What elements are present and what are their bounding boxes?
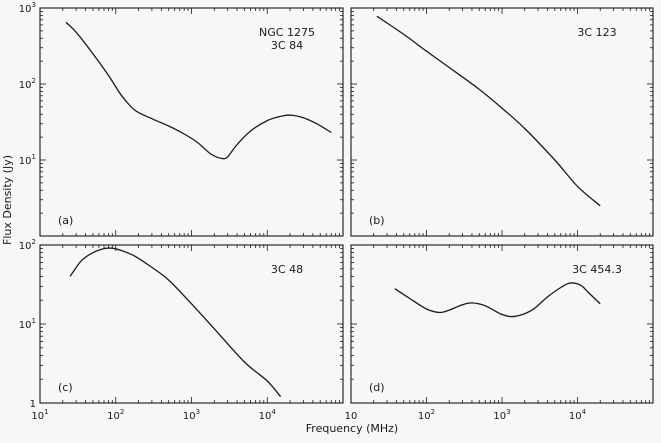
y-axis-label: Flux Density (Jy) (1, 155, 14, 245)
x-tick-label: 104 (259, 408, 277, 422)
x-tick-label: 10 (345, 411, 358, 422)
y-tick-label: 103 (19, 1, 36, 15)
spectrum-line (65, 21, 332, 160)
spectrum-line (69, 247, 282, 398)
y-tick-label: 101 (19, 317, 36, 331)
x-tick-label: 104 (569, 408, 587, 422)
spectrum-line (394, 282, 601, 318)
x-tick-label: 102 (107, 408, 124, 422)
source-label: 3C 123 (577, 26, 616, 39)
y-tick-label: 101 (19, 153, 36, 167)
panel-d: 10 102 103 104 (d) 3C 454.3 (345, 244, 654, 422)
panel-label: (b) (369, 214, 385, 227)
x-tick-label: 103 (493, 408, 510, 422)
source-label: 3C 48 (271, 263, 303, 276)
source-label: 3C 454.3 (572, 263, 622, 276)
spectrum-line (376, 15, 601, 207)
y-tick-label: 102 (19, 77, 36, 91)
x-tick-label: 101 (31, 408, 48, 422)
panel-b: (b) 3C 123 (350, 7, 654, 237)
y-tick-label: 1 (30, 399, 36, 410)
panel-frame (350, 7, 654, 237)
panel-label: (c) (58, 381, 73, 394)
panel-label: (a) (58, 214, 73, 227)
source-label: 3C 84 (271, 39, 303, 52)
x-tick-label: 102 (418, 408, 435, 422)
x-axis-label: Frequency (MHz) (306, 422, 398, 435)
source-label: NGC 1275 (259, 26, 315, 39)
panel-label: (d) (369, 381, 385, 394)
x-tick-label: 103 (183, 408, 200, 422)
y-tick-label: 102 (19, 238, 36, 252)
